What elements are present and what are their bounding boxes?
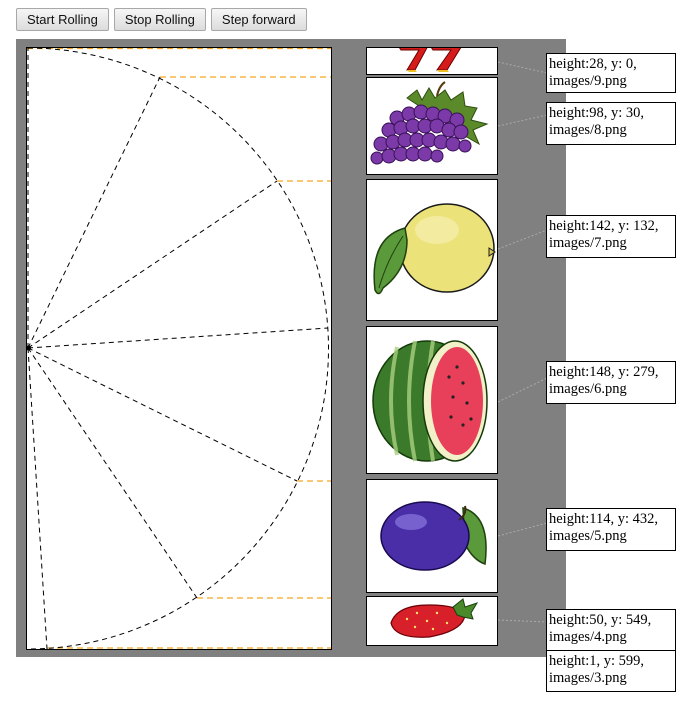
- reel-tile-grapes: [366, 77, 498, 175]
- symbol-label-text: height:98, y: 30, images/8.png: [549, 105, 645, 138]
- symbol-label-text: height:50, y: 549, images/4.png: [549, 612, 652, 645]
- spoke: [27, 347, 298, 482]
- grapes-icon: [370, 81, 489, 165]
- symbol-label-seven: height:28, y: 0, images/9.png: [546, 53, 676, 93]
- reel-tile-plum: [366, 479, 498, 593]
- toolbar: Start Rolling Stop Rolling Step forward: [16, 8, 307, 31]
- wheel-projection-panel: [26, 47, 332, 650]
- spoke: [27, 347, 198, 599]
- wheel-spokes: [27, 48, 329, 649]
- lemon-icon: [373, 203, 496, 295]
- reel-tile-watermelon: [366, 326, 498, 474]
- seven-icon: [399, 48, 462, 72]
- strawberry-icon: [390, 598, 479, 638]
- reel-strip: [366, 47, 498, 648]
- spoke: [27, 180, 278, 349]
- symbol-label-image-3: height:1, y: 599, images/3.png: [546, 650, 676, 692]
- symbol-label-text: height:1, y: 599, images/3.png: [549, 653, 645, 686]
- slot-stage: [16, 39, 566, 657]
- stop-rolling-button[interactable]: Stop Rolling: [113, 8, 206, 31]
- step-forward-button[interactable]: Step forward: [210, 8, 307, 31]
- start-rolling-button[interactable]: Start Rolling: [16, 8, 109, 31]
- watermelon-icon: [372, 340, 488, 462]
- wheel-center: [27, 345, 31, 351]
- reel-tile-seven: [366, 47, 498, 75]
- symbol-label-text: height:142, y: 132, images/7.png: [549, 218, 659, 251]
- spoke: [27, 327, 329, 349]
- wheel-arc: [27, 48, 329, 649]
- plum-icon: [380, 501, 487, 571]
- symbol-label-text: height:28, y: 0, images/9.png: [549, 56, 637, 89]
- symbol-label-lemon: height:142, y: 132, images/7.png: [546, 215, 676, 258]
- spoke: [27, 347, 48, 649]
- wheel-projection-diagram: [27, 48, 331, 649]
- symbol-label-grapes: height:98, y: 30, images/8.png: [546, 102, 676, 145]
- spoke: [27, 76, 161, 349]
- symbol-label-watermelon: height:148, y: 279, images/6.png: [546, 361, 676, 404]
- projection-guides: [27, 48, 331, 649]
- symbol-label-text: height:114, y: 432, images/5.png: [549, 511, 659, 544]
- reel-tile-lemon: [366, 179, 498, 321]
- symbol-label-text: height:148, y: 279, images/6.png: [549, 364, 659, 397]
- reel-tile-strawberry: [366, 596, 498, 646]
- symbol-label-plum: height:114, y: 432, images/5.png: [546, 508, 676, 551]
- symbol-label-strawberry: height:50, y: 549, images/4.png: [546, 609, 676, 651]
